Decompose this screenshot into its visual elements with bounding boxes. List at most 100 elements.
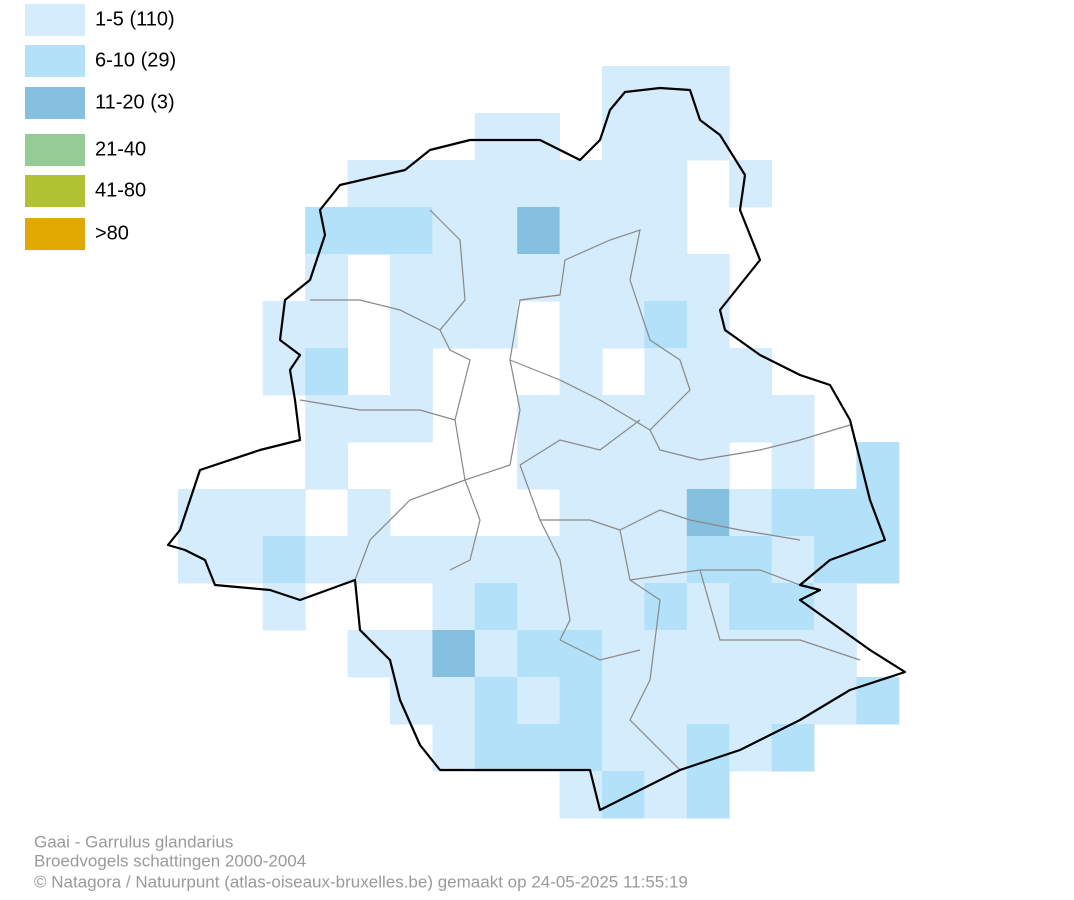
grid-cell [602, 113, 645, 161]
grid-cell [729, 395, 773, 443]
grid-cell [729, 724, 773, 772]
legend-label: 41-80 [95, 179, 146, 201]
legend-swatch [25, 134, 85, 166]
grid-cell [686, 724, 730, 772]
grid-cell [517, 583, 561, 631]
grid-cell [602, 395, 645, 443]
legend-label: 1-5 (110) [95, 8, 175, 30]
grid-cell [729, 536, 773, 584]
grid-cell [559, 254, 603, 302]
grid-cell [517, 160, 561, 208]
grid-cell [644, 677, 688, 725]
grid-cell [686, 301, 730, 349]
grid-cell [220, 489, 264, 537]
grid-cell [559, 207, 603, 255]
legend-swatch [25, 175, 85, 207]
grid-cell [390, 630, 433, 678]
grid-cell [347, 489, 391, 537]
legend-swatch [25, 218, 85, 250]
grid-cell [559, 536, 603, 584]
grid-cell [686, 113, 730, 161]
grid-cell [729, 348, 773, 396]
grid-cell [305, 395, 349, 443]
grid-cell [432, 630, 476, 678]
grid-cell [771, 395, 815, 443]
grid-cell [644, 583, 688, 631]
grid-cell [517, 630, 561, 678]
grid-cell [686, 348, 730, 396]
grid-cell [602, 442, 645, 490]
grid-cell [559, 301, 603, 349]
legend: 1-5 (110) 6-10 (29) 11-20 (3) 21-40 41-80 >80 [25, 4, 176, 250]
grid-cell [305, 536, 349, 584]
grid-cell [856, 536, 900, 584]
grid-cell [602, 301, 645, 349]
grid-cell [686, 489, 730, 537]
grid-cell [559, 348, 603, 396]
grid-cell [686, 677, 730, 725]
grid-cell [390, 160, 433, 208]
grid-cell [729, 160, 773, 208]
grid-cell [178, 489, 221, 537]
grid-cell [517, 254, 561, 302]
grid-cell [729, 677, 773, 725]
grid-cell [856, 442, 900, 490]
grid-cell [474, 113, 518, 161]
grid-cell [686, 536, 730, 584]
grid-cell [559, 160, 603, 208]
grid-cell [474, 160, 518, 208]
grid-cell [390, 536, 433, 584]
grid-cell [390, 395, 433, 443]
grid-cell [390, 207, 433, 255]
grid-cell [347, 207, 391, 255]
grid-cell [347, 160, 391, 208]
legend-swatch [25, 45, 85, 77]
grid-cell [644, 113, 688, 161]
grid-cell [262, 489, 306, 537]
grid-cell [814, 583, 857, 631]
grid-cell [644, 442, 688, 490]
grid-cell [432, 677, 476, 725]
grid-cell [644, 489, 688, 537]
grid-cell [814, 630, 857, 678]
grid-cell [602, 583, 645, 631]
grid-cell [559, 724, 603, 772]
grid-cell [644, 771, 688, 819]
grid-cell [771, 536, 815, 584]
grid-cell [390, 301, 433, 349]
region-boundary [166, 86, 907, 812]
grid-cell [305, 301, 349, 349]
grid-cell [517, 442, 561, 490]
grid-cell [432, 536, 476, 584]
grid-cell [559, 583, 603, 631]
grid-cell [432, 207, 476, 255]
grid-cell [517, 395, 561, 443]
grid-cell [559, 489, 603, 537]
grid-cell [814, 489, 857, 537]
grid-cell [305, 207, 349, 255]
legend-swatch [25, 87, 85, 119]
grid-cell [474, 536, 518, 584]
grid-cell [771, 677, 815, 725]
grid-cell [517, 724, 561, 772]
grid-cell [432, 724, 476, 772]
grid-cell [559, 630, 603, 678]
grid-cell [220, 536, 264, 584]
grid-cell [644, 254, 688, 302]
grid-cell [771, 489, 815, 537]
grid-cell [474, 677, 518, 725]
grid-cell [644, 348, 688, 396]
grid-cells [178, 66, 900, 819]
grid-cell [432, 583, 476, 631]
grid-cell [474, 301, 518, 349]
grid-cell [390, 254, 433, 302]
grid-cell [771, 442, 815, 490]
legend-swatch [25, 4, 85, 36]
grid-cell [559, 442, 603, 490]
grid-cell [517, 536, 561, 584]
grid-cell [686, 583, 730, 631]
grid-cell [432, 254, 476, 302]
